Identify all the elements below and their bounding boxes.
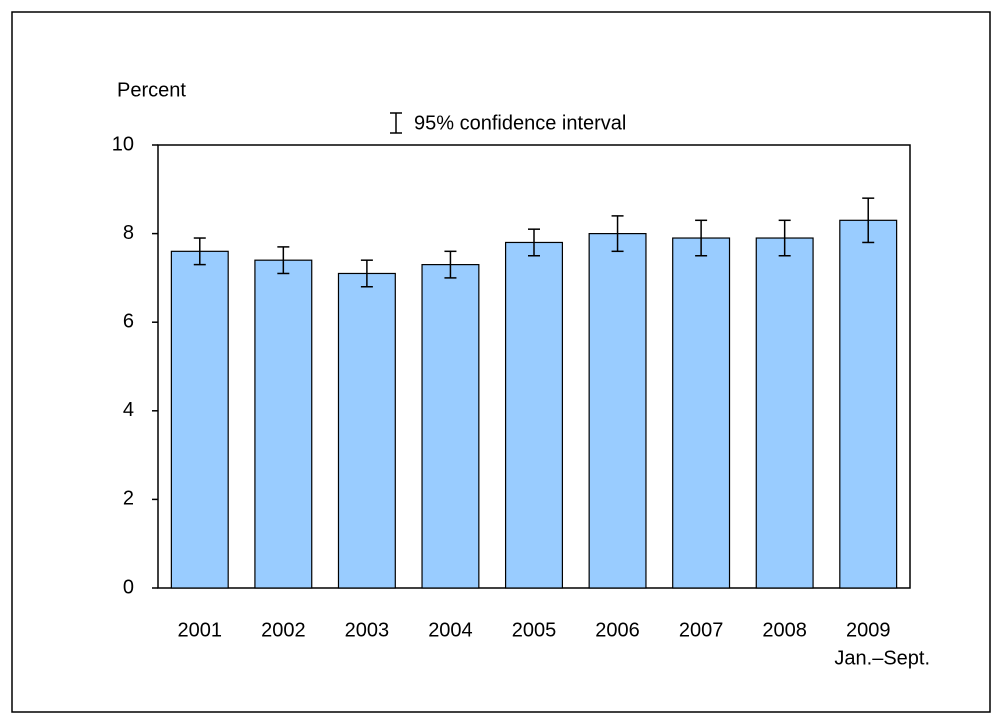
x-tick-label: 2008 — [762, 619, 807, 641]
y-axis-label: Percent — [117, 79, 186, 101]
y-tick-label: 2 — [123, 488, 134, 510]
x-tick-label: 2003 — [345, 619, 390, 641]
bar — [254, 259, 313, 589]
bar — [839, 219, 898, 589]
y-tick-label: 10 — [112, 133, 134, 155]
legend-label: 95% confidence interval — [414, 112, 626, 134]
bar — [504, 241, 564, 589]
y-tick-label: 4 — [123, 399, 134, 421]
bar — [421, 264, 480, 589]
bar — [170, 250, 229, 589]
x-tick-note: Jan.–Sept. — [834, 647, 930, 669]
legend: 95% confidence interval — [390, 112, 626, 134]
x-tick-label: 2002 — [261, 619, 306, 641]
x-tick-label: 2007 — [679, 619, 724, 641]
x-tick-label: 2001 — [178, 619, 223, 641]
bar — [672, 237, 731, 589]
y-tick-label: 8 — [123, 222, 134, 244]
x-tick-label: 2009 — [846, 619, 891, 641]
bar — [588, 233, 647, 589]
x-tick-label: 2004 — [428, 619, 473, 641]
x-tick-label: 2005 — [512, 619, 557, 641]
bar — [755, 237, 814, 589]
y-tick-label: 6 — [123, 310, 134, 332]
y-tick-label: 0 — [123, 576, 134, 598]
bar — [337, 272, 396, 589]
x-tick-label: 2006 — [595, 619, 640, 641]
